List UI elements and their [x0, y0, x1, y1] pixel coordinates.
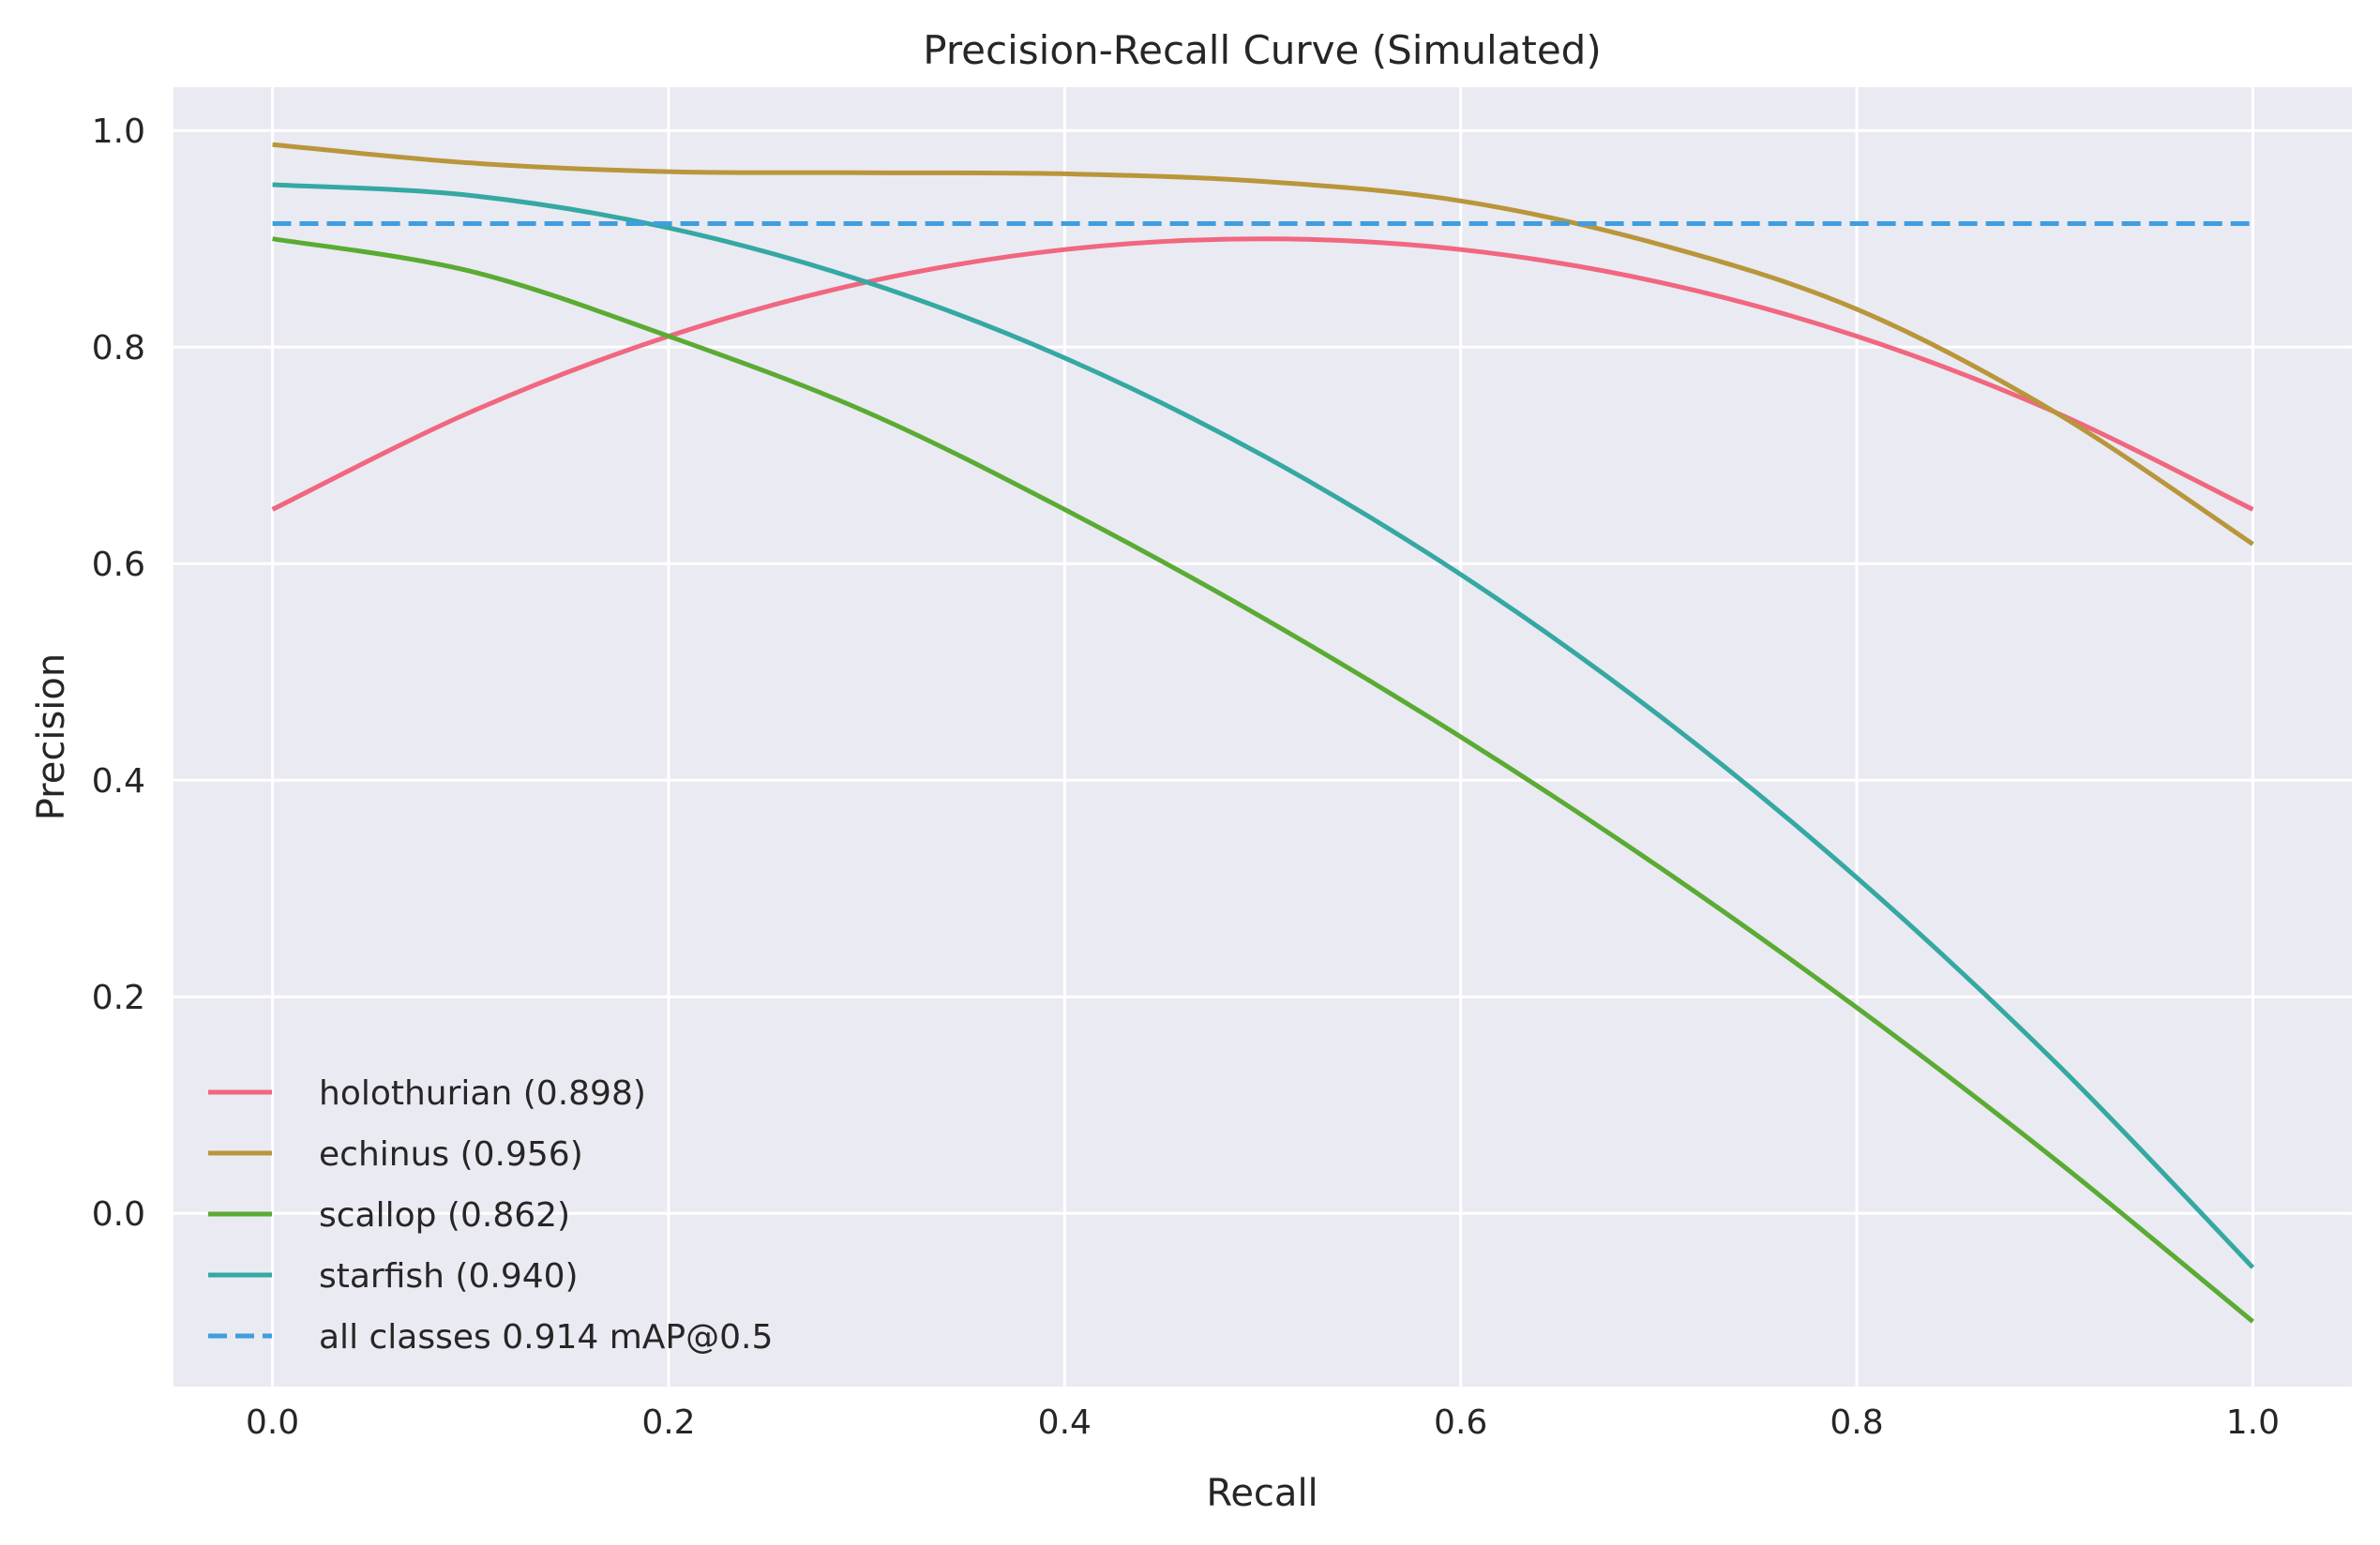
series-lines — [271, 142, 2255, 1324]
x-tick-label: 0.8 — [1830, 1403, 1883, 1442]
x-tick-label: 0.6 — [1434, 1403, 1487, 1442]
y-axis-title: Precision — [30, 653, 73, 820]
x-tick-labels: 0.0 0.2 0.4 0.6 0.8 1.0 — [246, 1403, 2280, 1442]
grid-lines — [173, 87, 2352, 1387]
y-tick-labels: 0.0 0.2 0.4 0.6 0.8 1.0 — [92, 112, 145, 1234]
y-tick-label: 0.4 — [92, 762, 145, 801]
legend-label: scallop (0.862) — [319, 1196, 570, 1235]
chart-title: Precision-Recall Curve (Simulated) — [923, 27, 1601, 73]
series-line — [272, 236, 2254, 1324]
series-line — [272, 182, 2255, 1269]
legend: holothurian (0.898) echinus (0.956) scallo… — [208, 1074, 773, 1357]
y-tick-label: 0.0 — [92, 1195, 145, 1234]
y-tick-label: 0.8 — [92, 329, 145, 368]
plot-area — [173, 87, 2352, 1387]
legend-label: echinus (0.956) — [319, 1135, 583, 1174]
series-line — [271, 236, 2254, 512]
series-line — [272, 142, 2254, 547]
y-tick-label: 0.2 — [92, 979, 145, 1017]
x-tick-label: 0.0 — [246, 1403, 299, 1442]
y-tick-label: 0.6 — [92, 546, 145, 584]
x-tick-label: 0.4 — [1038, 1403, 1092, 1442]
x-tick-label: 0.2 — [641, 1403, 695, 1442]
legend-label: starfish (0.940) — [319, 1257, 579, 1296]
legend-label: all classes 0.914 mAP@0.5 — [319, 1318, 773, 1357]
x-axis-title: Recall — [1206, 1472, 1318, 1515]
x-tick-label: 1.0 — [2226, 1403, 2280, 1442]
legend-label: holothurian (0.898) — [319, 1074, 646, 1113]
y-tick-label: 1.0 — [92, 112, 145, 151]
